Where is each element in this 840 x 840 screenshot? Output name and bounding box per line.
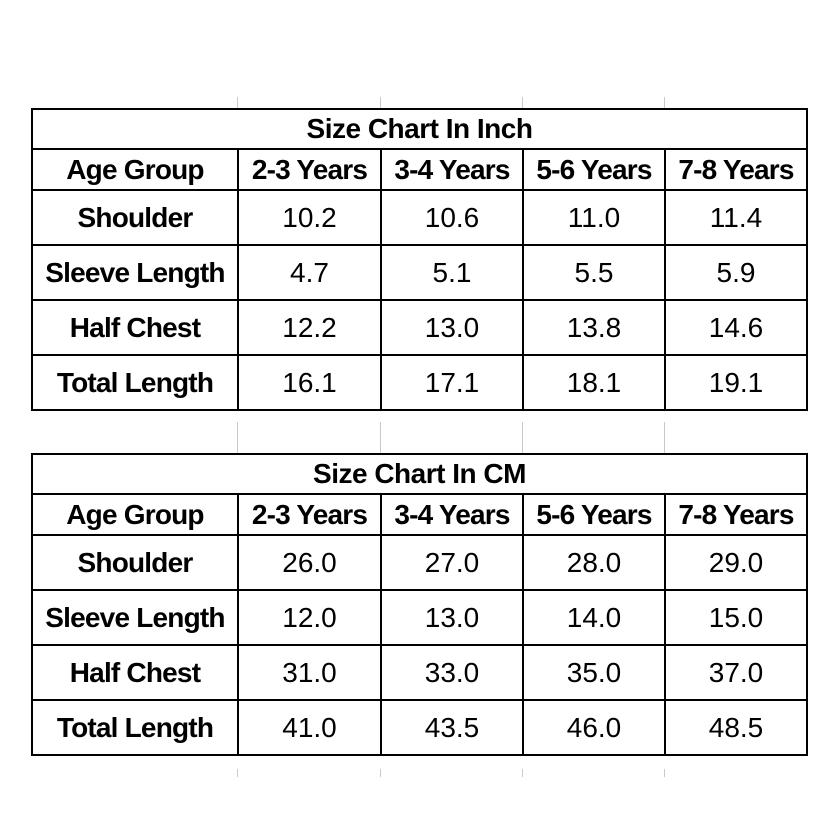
table-cell: 16.1 bbox=[237, 354, 382, 411]
table-cell: 48.5 bbox=[664, 699, 808, 756]
table-title: Size Chart In Inch bbox=[31, 108, 808, 150]
table-cell: 5.9 bbox=[664, 244, 808, 301]
size-chart-inch-table: Size Chart In Inch Age Group 2-3 Years 3… bbox=[31, 108, 808, 411]
table-cell: 19.1 bbox=[664, 354, 808, 411]
gridline-tick bbox=[664, 422, 665, 453]
gridline-tick bbox=[380, 769, 381, 777]
table-cell: 13.0 bbox=[380, 299, 524, 356]
table-cell: 13.8 bbox=[522, 299, 666, 356]
table-cell: 31.0 bbox=[237, 644, 382, 701]
gridline-tick bbox=[380, 422, 381, 453]
table-row-shoulder: Shoulder 26.0 27.0 28.0 29.0 bbox=[31, 534, 808, 591]
table-cell: 27.0 bbox=[380, 534, 524, 591]
row-label: Half Chest bbox=[31, 299, 239, 356]
gridline-tick bbox=[237, 422, 238, 453]
gridline-tick bbox=[522, 422, 523, 453]
table-row-sleeve-length: Sleeve Length 4.7 5.1 5.5 5.9 bbox=[31, 244, 808, 301]
row-label: Sleeve Length bbox=[31, 589, 239, 646]
column-header-age-group: Age Group bbox=[31, 493, 239, 536]
table-cell: 11.4 bbox=[664, 189, 808, 246]
size-chart-cm-table: Size Chart In CM Age Group 2-3 Years 3-4… bbox=[31, 453, 808, 756]
table-cell: 14.0 bbox=[522, 589, 666, 646]
column-header-3-4-years: 3-4 Years bbox=[380, 148, 524, 191]
table-cell: 29.0 bbox=[664, 534, 808, 591]
table-row-shoulder: Shoulder 10.2 10.6 11.0 11.4 bbox=[31, 189, 808, 246]
table-title: Size Chart In CM bbox=[31, 453, 808, 495]
table-header-row: Age Group 2-3 Years 3-4 Years 5-6 Years … bbox=[31, 493, 808, 536]
column-header-3-4-years: 3-4 Years bbox=[380, 493, 524, 536]
table-row-half-chest: Half Chest 31.0 33.0 35.0 37.0 bbox=[31, 644, 808, 701]
table-cell: 5.1 bbox=[380, 244, 524, 301]
table-cell: 37.0 bbox=[664, 644, 808, 701]
table-cell: 46.0 bbox=[522, 699, 666, 756]
gridline-tick bbox=[237, 769, 238, 777]
row-label: Sleeve Length bbox=[31, 244, 239, 301]
table-cell: 14.6 bbox=[664, 299, 808, 356]
row-label: Total Length bbox=[31, 699, 239, 756]
column-header-7-8-years: 7-8 Years bbox=[664, 493, 808, 536]
row-label: Half Chest bbox=[31, 644, 239, 701]
column-header-age-group: Age Group bbox=[31, 148, 239, 191]
table-cell: 18.1 bbox=[522, 354, 666, 411]
table-cell: 28.0 bbox=[522, 534, 666, 591]
table-row-total-length: Total Length 16.1 17.1 18.1 19.1 bbox=[31, 354, 808, 411]
table-row-total-length: Total Length 41.0 43.5 46.0 48.5 bbox=[31, 699, 808, 756]
column-header-7-8-years: 7-8 Years bbox=[664, 148, 808, 191]
table-cell: 41.0 bbox=[237, 699, 382, 756]
gridline-tick bbox=[664, 97, 665, 108]
table-cell: 12.0 bbox=[237, 589, 382, 646]
column-header-2-3-years: 2-3 Years bbox=[237, 148, 382, 191]
gridline-tick bbox=[664, 769, 665, 777]
gridline-tick bbox=[522, 769, 523, 777]
row-label: Total Length bbox=[31, 354, 239, 411]
table-cell: 35.0 bbox=[522, 644, 666, 701]
table-row-half-chest: Half Chest 12.2 13.0 13.8 14.6 bbox=[31, 299, 808, 356]
table-cell: 4.7 bbox=[237, 244, 382, 301]
gridline-tick bbox=[522, 97, 523, 108]
row-label: Shoulder bbox=[31, 534, 239, 591]
column-header-2-3-years: 2-3 Years bbox=[237, 493, 382, 536]
gridline-tick bbox=[380, 97, 381, 108]
table-cell: 26.0 bbox=[237, 534, 382, 591]
table-header-row: Age Group 2-3 Years 3-4 Years 5-6 Years … bbox=[31, 148, 808, 191]
table-title-row: Size Chart In CM bbox=[31, 453, 808, 495]
table-cell: 43.5 bbox=[380, 699, 524, 756]
row-label: Shoulder bbox=[31, 189, 239, 246]
gridline-tick bbox=[237, 97, 238, 108]
table-cell: 10.6 bbox=[380, 189, 524, 246]
table-title-row: Size Chart In Inch bbox=[31, 108, 808, 150]
column-header-5-6-years: 5-6 Years bbox=[522, 148, 666, 191]
table-cell: 33.0 bbox=[380, 644, 524, 701]
table-cell: 15.0 bbox=[664, 589, 808, 646]
column-header-5-6-years: 5-6 Years bbox=[522, 493, 666, 536]
table-cell: 13.0 bbox=[380, 589, 524, 646]
table-cell: 5.5 bbox=[522, 244, 666, 301]
table-cell: 17.1 bbox=[380, 354, 524, 411]
table-cell: 12.2 bbox=[237, 299, 382, 356]
table-cell: 11.0 bbox=[522, 189, 666, 246]
table-row-sleeve-length: Sleeve Length 12.0 13.0 14.0 15.0 bbox=[31, 589, 808, 646]
table-cell: 10.2 bbox=[237, 189, 382, 246]
